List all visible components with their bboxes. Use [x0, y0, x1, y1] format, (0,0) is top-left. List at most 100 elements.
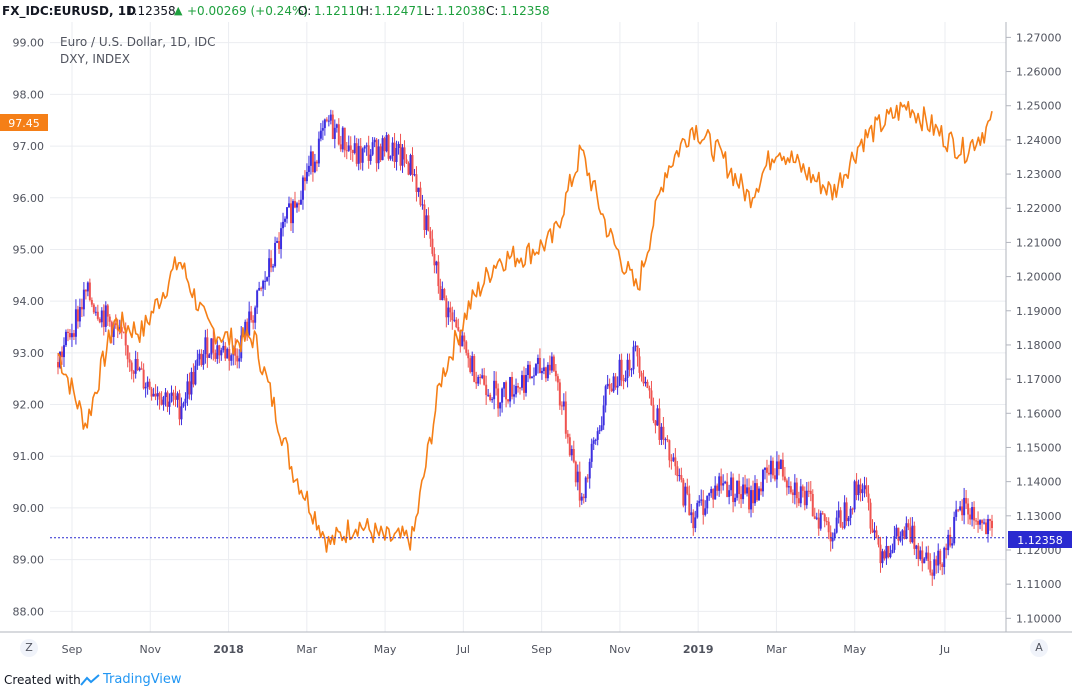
candle-body [212, 338, 215, 353]
candle-body [929, 560, 932, 573]
candle-body [773, 475, 776, 480]
right-tick-label: 1.24000 [1016, 134, 1062, 147]
candle-body [236, 355, 239, 362]
candle-body [130, 362, 133, 372]
candle-body [965, 497, 968, 504]
candle-body [730, 477, 733, 491]
candle-body [252, 320, 255, 323]
candle-body [865, 485, 868, 494]
auto-scale-button[interactable]: A [1030, 639, 1048, 657]
candle-body [688, 493, 691, 516]
candle-body [479, 376, 482, 378]
right-tick-label: 1.25000 [1016, 100, 1062, 113]
candle-body [148, 381, 151, 389]
candle-body [343, 127, 346, 151]
candle-body [391, 142, 394, 156]
candle-body [124, 332, 127, 346]
candle-body [678, 475, 681, 477]
candle-body [728, 490, 731, 497]
candle-body [415, 174, 418, 192]
left-tick-label: 91.00 [13, 450, 45, 463]
candle-body [64, 331, 67, 346]
main-series-legend: Euro / U.S. Dollar, 1D, IDC [60, 35, 216, 49]
candle-body [690, 512, 693, 516]
candle-body [626, 359, 629, 378]
candle-body [152, 393, 155, 397]
candle-body [781, 459, 784, 477]
candle-body [658, 408, 661, 440]
time-tick-label: Nov [140, 643, 162, 656]
candle-body [961, 506, 964, 516]
candle-body [797, 498, 800, 504]
candle-body [389, 155, 392, 159]
candle-body [485, 384, 488, 396]
candle-body [409, 155, 412, 175]
candle-body [642, 376, 645, 384]
candle-body [927, 552, 930, 561]
candle-body [146, 381, 149, 387]
candle-body [92, 304, 95, 313]
candle-body [566, 433, 569, 438]
candle-body [315, 161, 318, 164]
candle-body [604, 386, 607, 406]
candle-body [754, 483, 757, 504]
candle-body [855, 481, 858, 496]
time-tick-label: May [843, 643, 866, 656]
candle-body [501, 388, 504, 403]
candle-body [266, 277, 269, 281]
candle-body [740, 494, 743, 500]
candle-body [584, 477, 587, 499]
symbol-label[interactable]: FX_IDC:EURUSD, 1D [2, 4, 137, 18]
zoom-button[interactable]: Z [20, 639, 38, 657]
candle-body [200, 353, 203, 365]
tradingview-brand[interactable]: TradingView [80, 670, 182, 690]
open-label: O: [298, 4, 312, 18]
eurusd-candles [57, 109, 993, 586]
candle-body [973, 507, 976, 521]
candle-body [578, 471, 581, 501]
candle-body [746, 487, 749, 494]
candle-body [497, 388, 500, 409]
candle-body [981, 520, 984, 524]
candle-body [528, 364, 531, 379]
candle-body [413, 174, 416, 176]
candle-body [562, 401, 565, 407]
candle-body [805, 490, 808, 506]
price-chart[interactable]: 99.00 98.00 97.00 96.00 95.00 94.00 93.00 92.00… [0, 0, 1072, 670]
candle-body [817, 517, 820, 529]
candle-body [453, 319, 456, 321]
candle-body [530, 376, 533, 379]
close-value: 1.12358 [500, 4, 550, 18]
left-tick-label: 96.00 [13, 192, 45, 205]
candle-body [785, 480, 788, 488]
time-tick-label: Nov [609, 643, 631, 656]
candle-body [188, 381, 191, 395]
candle-body [176, 393, 179, 400]
candle-body [722, 483, 725, 486]
candle-body [829, 532, 832, 542]
candle-body [953, 516, 956, 544]
candle-body [94, 311, 97, 313]
candle-body [256, 290, 259, 308]
candle-body [353, 143, 356, 153]
candle-body [178, 393, 181, 420]
candle-body [646, 381, 649, 389]
candle-body [441, 289, 444, 301]
candle-body [618, 359, 621, 386]
candle-body [712, 489, 715, 500]
candle-body [519, 387, 522, 389]
candle-body [989, 519, 992, 521]
candle-body [570, 449, 573, 456]
candle-body [580, 496, 583, 501]
candle-body [718, 476, 721, 491]
time-tick-label: Jul [456, 643, 470, 656]
low-label: L: [424, 4, 435, 18]
candle-body [544, 367, 547, 379]
candle-body [744, 484, 747, 494]
candle-body [311, 151, 314, 173]
candle-body [274, 242, 277, 267]
candle-body [78, 306, 81, 322]
candle-body [991, 520, 993, 529]
candle-body [397, 143, 400, 148]
candle-body [521, 375, 524, 388]
